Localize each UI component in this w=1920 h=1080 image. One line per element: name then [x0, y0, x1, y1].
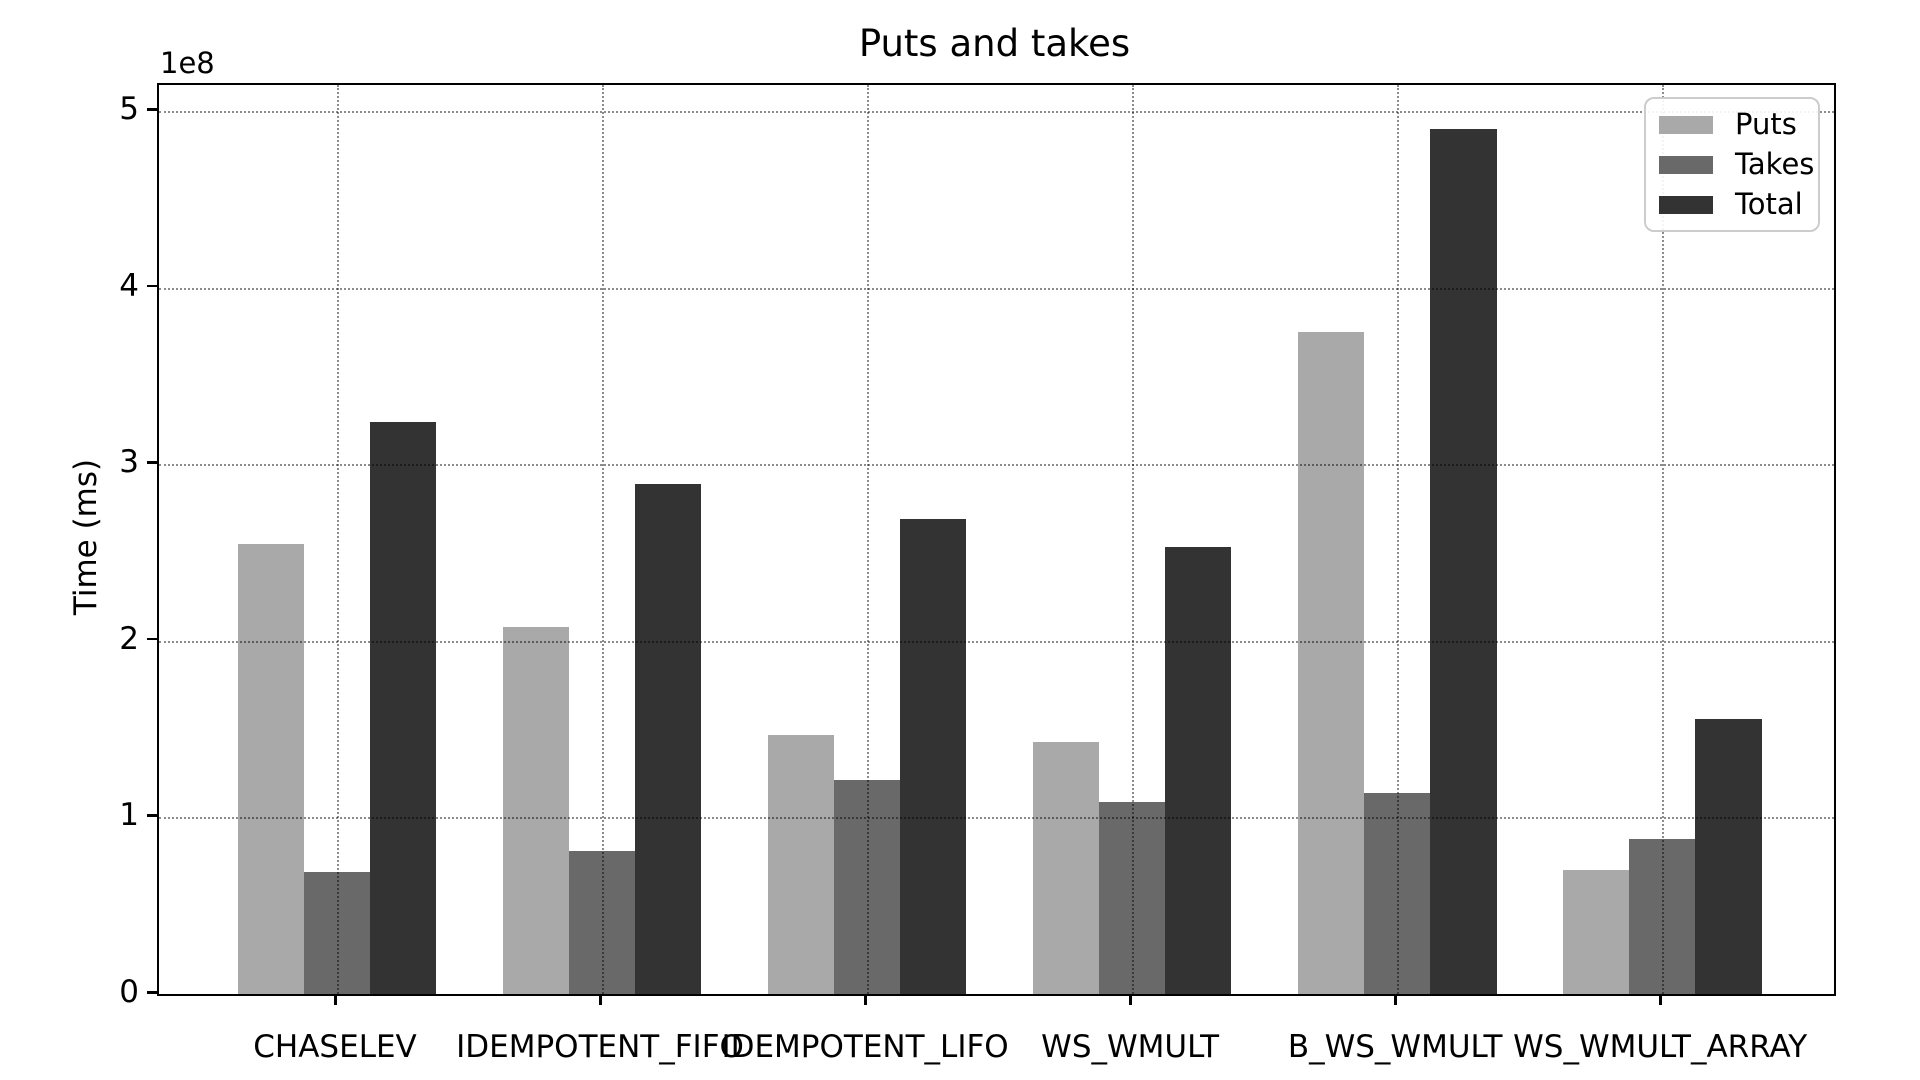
x-tick-label-idempotent_lifo: IDEMPOTENT_LIFO: [721, 1029, 1009, 1065]
y-tick-mark: [147, 991, 157, 994]
x-tick-label-idempotent_fifo: IDEMPOTENT_FIFO: [456, 1029, 744, 1065]
horizontal-gridline: [159, 287, 1834, 290]
horizontal-gridline: [159, 640, 1834, 643]
y-tick-label: 0: [119, 974, 139, 1010]
bar-total-ws_wmult_array: [1695, 718, 1762, 994]
x-tick-label-ws_wmult: WS_WMULT: [1041, 1029, 1220, 1065]
y-axis-offset-label: 1e8: [160, 46, 215, 80]
x-tick-mark: [599, 994, 602, 1005]
y-tick-mark: [147, 814, 157, 817]
y-tick-mark: [147, 461, 157, 464]
bar-total-idempotent_fifo: [635, 483, 702, 994]
x-tick-mark: [1129, 994, 1132, 1005]
legend-label-takes: Takes: [1735, 147, 1815, 181]
plot-canvas: [159, 85, 1834, 994]
horizontal-gridline: [159, 111, 1834, 114]
bar-takes-chaselev: [303, 872, 371, 994]
y-tick-mark: [147, 284, 157, 288]
legend-item-takes: Takes: [1646, 150, 1818, 179]
bar-total-chaselev: [370, 422, 437, 994]
legend-item-total: Total: [1646, 190, 1818, 219]
bar-puts-idempotent_lifo: [767, 734, 834, 994]
plot-area: [157, 83, 1836, 996]
y-tick-label: 1: [119, 797, 139, 834]
horizontal-gridline: [159, 817, 1834, 820]
vertical-gridline: [337, 85, 340, 994]
x-tick-mark: [864, 994, 867, 1005]
legend-label-total: Total: [1735, 187, 1803, 221]
x-tick-label-chaselev: CHASELEV: [253, 1029, 417, 1065]
x-tick-label-b_ws_wmult: B_WS_WMULT: [1287, 1029, 1503, 1065]
vertical-gridline: [602, 85, 605, 994]
bar-takes-ws_wmult: [1098, 801, 1166, 994]
bar-puts-chaselev: [237, 543, 304, 994]
bar-takes-ws_wmult_array: [1629, 838, 1696, 994]
x-tick-mark: [1659, 994, 1662, 1005]
x-tick-label-ws_wmult_array: WS_WMULT_ARRAY: [1513, 1029, 1808, 1065]
bar-takes-idempotent_lifo: [833, 780, 901, 994]
bar-puts-idempotent_fifo: [502, 626, 569, 994]
bar-takes-b_ws_wmult: [1364, 792, 1431, 994]
bar-puts-ws_wmult_array: [1562, 870, 1630, 994]
y-tick-label: 5: [119, 91, 139, 128]
legend-item-puts: Puts: [1646, 110, 1818, 139]
bar-total-b_ws_wmult: [1430, 129, 1497, 994]
x-tick-mark: [1394, 994, 1397, 1005]
bar-puts-b_ws_wmult: [1297, 332, 1364, 994]
y-tick-label: 2: [119, 620, 139, 657]
y-tick-label: 3: [119, 444, 139, 481]
vertical-gridline: [1397, 85, 1400, 994]
y-tick-mark: [147, 108, 157, 111]
vertical-gridline: [867, 85, 870, 994]
bar-total-ws_wmult: [1165, 547, 1232, 994]
vertical-gridline: [1132, 85, 1135, 994]
y-tick-label: 4: [119, 267, 139, 304]
legend-swatch-total: [1659, 195, 1713, 214]
chart-title: Puts and takes: [858, 22, 1131, 65]
legend-label-puts: Puts: [1735, 107, 1797, 141]
vertical-gridline: [1662, 85, 1665, 994]
legend: Puts Takes Total: [1644, 97, 1820, 232]
legend-swatch-puts: [1659, 115, 1713, 134]
bar-puts-ws_wmult: [1032, 741, 1099, 994]
x-tick-mark: [334, 994, 337, 1005]
horizontal-gridline: [159, 464, 1834, 467]
bar-total-idempotent_lifo: [900, 519, 967, 994]
y-tick-mark: [147, 637, 157, 641]
bar-takes-idempotent_fifo: [568, 851, 636, 994]
legend-swatch-takes: [1659, 155, 1713, 174]
y-axis-label: Time (ms): [68, 458, 104, 616]
